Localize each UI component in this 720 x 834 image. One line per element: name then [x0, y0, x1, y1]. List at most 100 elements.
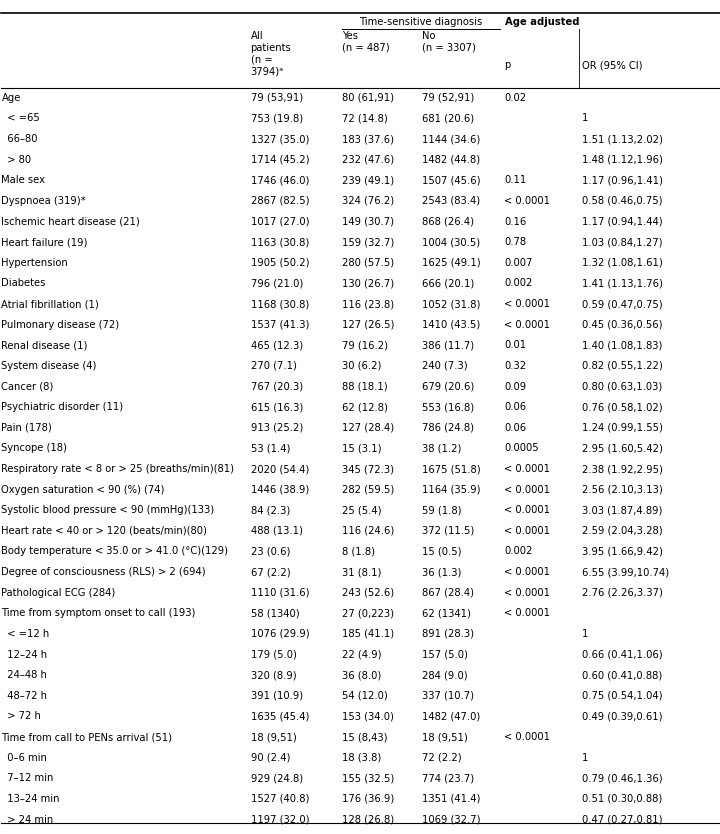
Text: Hypertension: Hypertension	[1, 258, 68, 268]
Text: OR (95% CI): OR (95% CI)	[582, 60, 642, 70]
Text: 127 (26.5): 127 (26.5)	[342, 319, 395, 329]
Text: 128 (26.8): 128 (26.8)	[342, 815, 394, 825]
Text: 0.02: 0.02	[504, 93, 526, 103]
Text: 666 (20.1): 666 (20.1)	[422, 279, 474, 289]
Text: 0.49 (0.39,0.61): 0.49 (0.39,0.61)	[582, 711, 662, 721]
Text: 1052 (31.8): 1052 (31.8)	[422, 299, 480, 309]
Text: 157 (5.0): 157 (5.0)	[422, 650, 468, 660]
Text: 179 (5.0): 179 (5.0)	[251, 650, 297, 660]
Text: 27 (0,223): 27 (0,223)	[342, 608, 394, 618]
Text: 130 (26.7): 130 (26.7)	[342, 279, 394, 289]
Text: 80 (61,91): 80 (61,91)	[342, 93, 394, 103]
Text: Body temperature < 35.0 or > 41.0 (°C)(129): Body temperature < 35.0 or > 41.0 (°C)(1…	[1, 546, 228, 556]
Text: 149 (30.7): 149 (30.7)	[342, 217, 394, 227]
Text: 66–80: 66–80	[1, 134, 38, 144]
Text: 72 (14.8): 72 (14.8)	[342, 113, 388, 123]
Text: Heart rate < 40 or > 120 (beats/min)(80): Heart rate < 40 or > 120 (beats/min)(80)	[1, 526, 207, 536]
Text: 0.47 (0.27,0.81): 0.47 (0.27,0.81)	[582, 815, 662, 825]
Text: 1197 (32.0): 1197 (32.0)	[251, 815, 309, 825]
Text: 320 (8.9): 320 (8.9)	[251, 671, 296, 681]
Text: 1746 (46.0): 1746 (46.0)	[251, 175, 309, 185]
Text: 48–72 h: 48–72 h	[1, 691, 48, 701]
Text: 1.17 (0.94,1.44): 1.17 (0.94,1.44)	[582, 217, 662, 227]
Text: Age: Age	[1, 93, 21, 103]
Text: 36 (1.3): 36 (1.3)	[422, 567, 462, 577]
Text: > 80: > 80	[1, 155, 32, 165]
Text: 767 (20.3): 767 (20.3)	[251, 381, 302, 391]
Text: 159 (32.7): 159 (32.7)	[342, 237, 395, 247]
Text: 1069 (32.7): 1069 (32.7)	[422, 815, 480, 825]
Text: 1.24 (0.99,1.55): 1.24 (0.99,1.55)	[582, 423, 662, 433]
Text: 0.09: 0.09	[504, 381, 526, 391]
Text: 1410 (43.5): 1410 (43.5)	[422, 319, 480, 329]
Text: Cancer (8): Cancer (8)	[1, 381, 54, 391]
Text: 867 (28.4): 867 (28.4)	[422, 588, 474, 598]
Text: All
patients
(n =
3794)ᵃ: All patients (n = 3794)ᵃ	[251, 31, 292, 77]
Text: Age adjusted: Age adjusted	[505, 17, 580, 27]
Text: 3.95 (1.66,9.42): 3.95 (1.66,9.42)	[582, 546, 662, 556]
Text: < 0.0001: < 0.0001	[504, 319, 550, 329]
Text: 153 (34.0): 153 (34.0)	[342, 711, 394, 721]
Text: 6.55 (3.99,10.74): 6.55 (3.99,10.74)	[582, 567, 669, 577]
Text: 1110 (31.6): 1110 (31.6)	[251, 588, 309, 598]
Text: 79 (53,91): 79 (53,91)	[251, 93, 302, 103]
Text: 1: 1	[582, 752, 588, 762]
Text: 3.03 (1.87,4.89): 3.03 (1.87,4.89)	[582, 505, 662, 515]
Text: 18 (9,51): 18 (9,51)	[422, 732, 468, 742]
Text: 54 (12.0): 54 (12.0)	[342, 691, 388, 701]
Text: 1: 1	[582, 629, 588, 639]
Text: 1714 (45.2): 1714 (45.2)	[251, 155, 309, 165]
Text: Time from symptom onset to call (193): Time from symptom onset to call (193)	[1, 608, 196, 618]
Text: 0.32: 0.32	[504, 361, 526, 371]
Text: 0.11: 0.11	[504, 175, 526, 185]
Text: 1168 (30.8): 1168 (30.8)	[251, 299, 309, 309]
Text: Respiratory rate < 8 or > 25 (breaths/min)(81): Respiratory rate < 8 or > 25 (breaths/mi…	[1, 464, 235, 474]
Text: 127 (28.4): 127 (28.4)	[342, 423, 394, 433]
Text: 79 (16.2): 79 (16.2)	[342, 340, 388, 350]
Text: 183 (37.6): 183 (37.6)	[342, 134, 394, 144]
Text: Oxygen saturation < 90 (%) (74): Oxygen saturation < 90 (%) (74)	[1, 485, 165, 495]
Text: 2020 (54.4): 2020 (54.4)	[251, 464, 309, 474]
Text: 386 (11.7): 386 (11.7)	[422, 340, 474, 350]
Text: 753 (19.8): 753 (19.8)	[251, 113, 302, 123]
Text: 1527 (40.8): 1527 (40.8)	[251, 794, 309, 804]
Text: 372 (11.5): 372 (11.5)	[422, 526, 474, 536]
Text: 0.79 (0.46,1.36): 0.79 (0.46,1.36)	[582, 773, 662, 783]
Text: 681 (20.6): 681 (20.6)	[422, 113, 474, 123]
Text: 1144 (34.6): 1144 (34.6)	[422, 134, 480, 144]
Text: 24–48 h: 24–48 h	[1, 671, 48, 681]
Text: 0.80 (0.63,1.03): 0.80 (0.63,1.03)	[582, 381, 662, 391]
Text: 0.002: 0.002	[504, 279, 532, 289]
Text: 15 (8,43): 15 (8,43)	[342, 732, 387, 742]
Text: 15 (3.1): 15 (3.1)	[342, 444, 382, 454]
Text: 324 (76.2): 324 (76.2)	[342, 196, 394, 206]
Text: 2867 (82.5): 2867 (82.5)	[251, 196, 309, 206]
Text: < 0.0001: < 0.0001	[504, 196, 550, 206]
Text: Degree of consciousness (RLS) > 2 (694): Degree of consciousness (RLS) > 2 (694)	[1, 567, 206, 577]
Text: 0.60 (0.41,0.88): 0.60 (0.41,0.88)	[582, 671, 662, 681]
Text: System disease (4): System disease (4)	[1, 361, 96, 371]
Text: 1.17 (0.96,1.41): 1.17 (0.96,1.41)	[582, 175, 662, 185]
Text: Male sex: Male sex	[1, 175, 45, 185]
Text: 0.66 (0.41,1.06): 0.66 (0.41,1.06)	[582, 650, 662, 660]
Text: 1.03 (0.84,1.27): 1.03 (0.84,1.27)	[582, 237, 662, 247]
Text: 2.95 (1.60,5.42): 2.95 (1.60,5.42)	[582, 444, 662, 454]
Text: 0.58 (0.46,0.75): 0.58 (0.46,0.75)	[582, 196, 662, 206]
Text: 116 (23.8): 116 (23.8)	[342, 299, 394, 309]
Text: 1482 (47.0): 1482 (47.0)	[422, 711, 480, 721]
Text: Pathological ECG (284): Pathological ECG (284)	[1, 588, 116, 598]
Text: 0–6 min: 0–6 min	[1, 752, 48, 762]
Text: 1635 (45.4): 1635 (45.4)	[251, 711, 309, 721]
Text: 0.45 (0.36,0.56): 0.45 (0.36,0.56)	[582, 319, 662, 329]
Text: 0.75 (0.54,1.04): 0.75 (0.54,1.04)	[582, 691, 662, 701]
Text: 345 (72.3): 345 (72.3)	[342, 464, 394, 474]
Text: 1163 (30.8): 1163 (30.8)	[251, 237, 309, 247]
Text: 22 (4.9): 22 (4.9)	[342, 650, 382, 660]
Text: 18 (9,51): 18 (9,51)	[251, 732, 297, 742]
Text: 90 (2.4): 90 (2.4)	[251, 752, 290, 762]
Text: < 0.0001: < 0.0001	[504, 567, 550, 577]
Text: Psychiatric disorder (11): Psychiatric disorder (11)	[1, 402, 124, 412]
Text: 59 (1.8): 59 (1.8)	[422, 505, 462, 515]
Text: 67 (2.2): 67 (2.2)	[251, 567, 290, 577]
Text: 0.78: 0.78	[504, 237, 526, 247]
